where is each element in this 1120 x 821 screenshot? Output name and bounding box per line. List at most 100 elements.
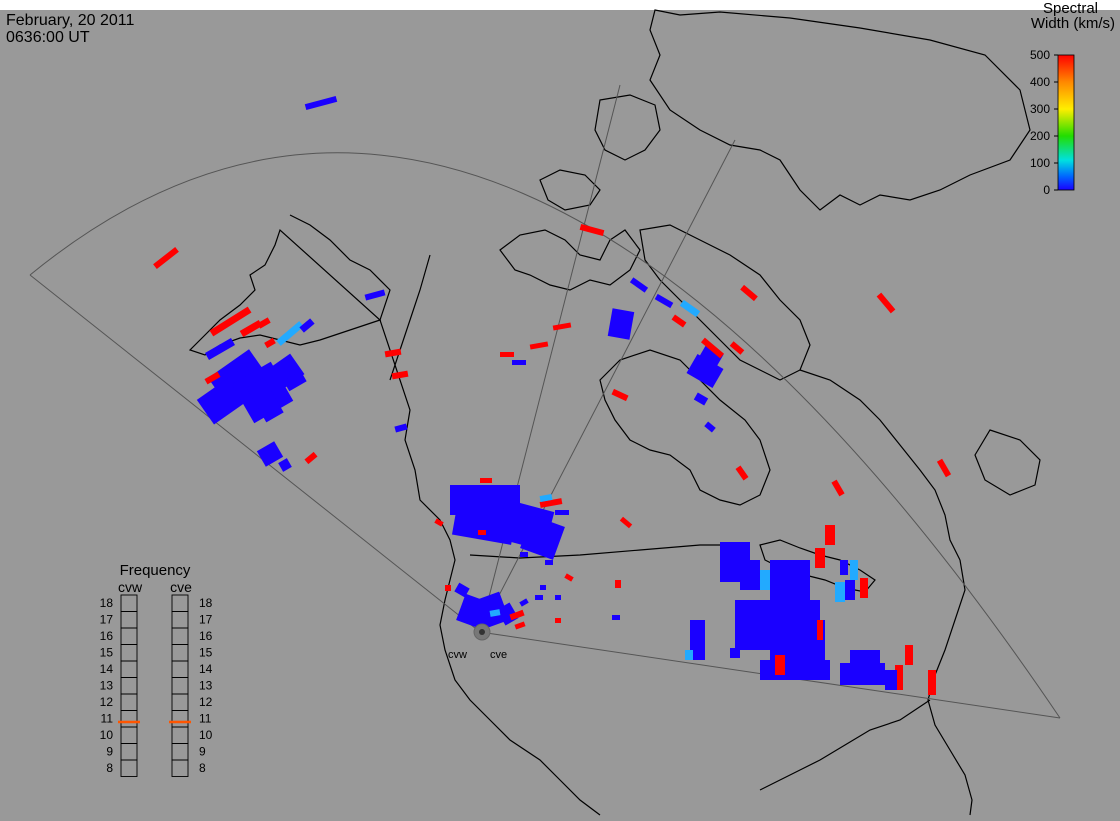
echo-cell [679,299,701,318]
echo-cell [276,321,304,346]
radar-site-center [479,629,485,635]
color-legend: Spectral Width (km/s) 500 400 300 200 100 0 [1030,0,1115,197]
frequency-level-label: 18 [199,596,213,610]
echo-cell [740,560,760,590]
echo-cell [745,620,765,650]
echo-cell [835,582,845,602]
echo-cell [612,615,620,620]
coast-greenland [649,9,1031,211]
coast-arctic-islands-2 [539,169,601,211]
echo-cell [539,494,553,502]
echo-cell [740,284,758,302]
echo-cell [619,516,633,529]
echo-cell [690,620,705,660]
echo-cell [519,598,529,607]
frequency-bars: 18 17 16 15 14 13 12 11 10 9 8 18 17 16 15 14 13 12 11 10 9 8 [100,594,213,777]
echo-cell [905,645,913,665]
legend-tick-label: 100 [1030,156,1050,170]
legend-tick-label: 400 [1030,75,1050,89]
frequency-title: Frequency [120,562,191,579]
coast-alaska-west [289,214,601,816]
frequency-level-label: 11 [101,712,114,726]
echo-cell [685,650,693,660]
echo-cell [654,293,674,309]
echo-cell [845,580,855,600]
coast-baffin [639,224,811,381]
frequency-cell-cve [171,759,189,777]
legend-tick-label: 500 [1030,48,1050,62]
frequency-level-label: 14 [100,662,114,676]
echo-cell [693,392,709,406]
frequency-level-label: 17 [199,613,213,627]
echo-cell [555,595,561,600]
echo-cell [520,552,528,557]
coast-alaska-south [188,228,382,356]
frequency-level-label: 13 [100,679,114,693]
echo-cell [500,352,514,357]
echo-cell [700,337,725,359]
echo-cell [876,292,896,314]
echo-cell [729,341,745,355]
frequency-level-label: 10 [199,728,213,742]
echo-cell [445,585,451,591]
echo-cell [454,582,470,598]
echo-cell [579,223,605,237]
echo-cell [480,478,492,483]
echo-cell [936,458,952,478]
border-us-canada [469,544,740,559]
legend-title-line1: Spectral [1043,0,1098,17]
legend-ticks: 500 400 300 200 100 0 [1030,48,1058,197]
frequency-level-label: 17 [100,613,114,627]
frequency-level-label: 16 [100,629,114,643]
echo-cell [885,670,897,690]
top-margin [0,0,1120,10]
frequency-cell-cvw [120,759,138,777]
echo-cell [204,371,221,385]
echo-cell [391,370,409,380]
frequency-level-label: 8 [199,761,206,775]
frequency-level-label: 18 [100,596,114,610]
echo-cell [304,95,338,111]
echo-cell [540,585,546,590]
echo-cell [364,289,386,301]
frequency-level-label: 16 [199,629,213,643]
echo-cell [304,451,318,465]
frequency-level-label: 11 [199,712,212,726]
legend-tick-label: 200 [1030,129,1050,143]
echo-cell [246,377,284,423]
time-label: 0636:00 UT [6,29,90,46]
echo-cell [434,518,444,527]
echo-cell [475,591,510,629]
echo-cell [489,609,501,617]
echo-cell [256,441,284,467]
echo-cell [831,479,845,497]
echo-cell [153,247,179,269]
echo-cell [520,515,565,560]
echo-cell [545,560,553,565]
echo-cell [384,348,402,358]
echo-cell [555,618,561,623]
coast-arctic-islands-3 [594,94,661,161]
echo-cell [555,510,569,515]
radar-fov-outlines [29,84,1061,719]
border-alaska-canada [389,254,431,381]
echo-cell [817,620,823,640]
frequency-level-label: 13 [199,679,213,693]
echo-cell [615,580,621,588]
echo-cell [775,655,785,675]
echo-cells [153,95,952,695]
echo-cell [800,660,830,680]
echo-cell [209,306,252,337]
coast-east-us [927,559,973,816]
echo-cell [283,370,307,392]
frequency-level-label: 9 [199,745,206,759]
echo-cell [509,609,525,621]
legend-colorbar [1057,54,1075,191]
echo-cell [629,277,649,293]
echo-cell [529,341,549,350]
echo-cell [478,530,486,535]
echo-cell [552,322,572,331]
legend-tick-label: 0 [1043,183,1050,197]
